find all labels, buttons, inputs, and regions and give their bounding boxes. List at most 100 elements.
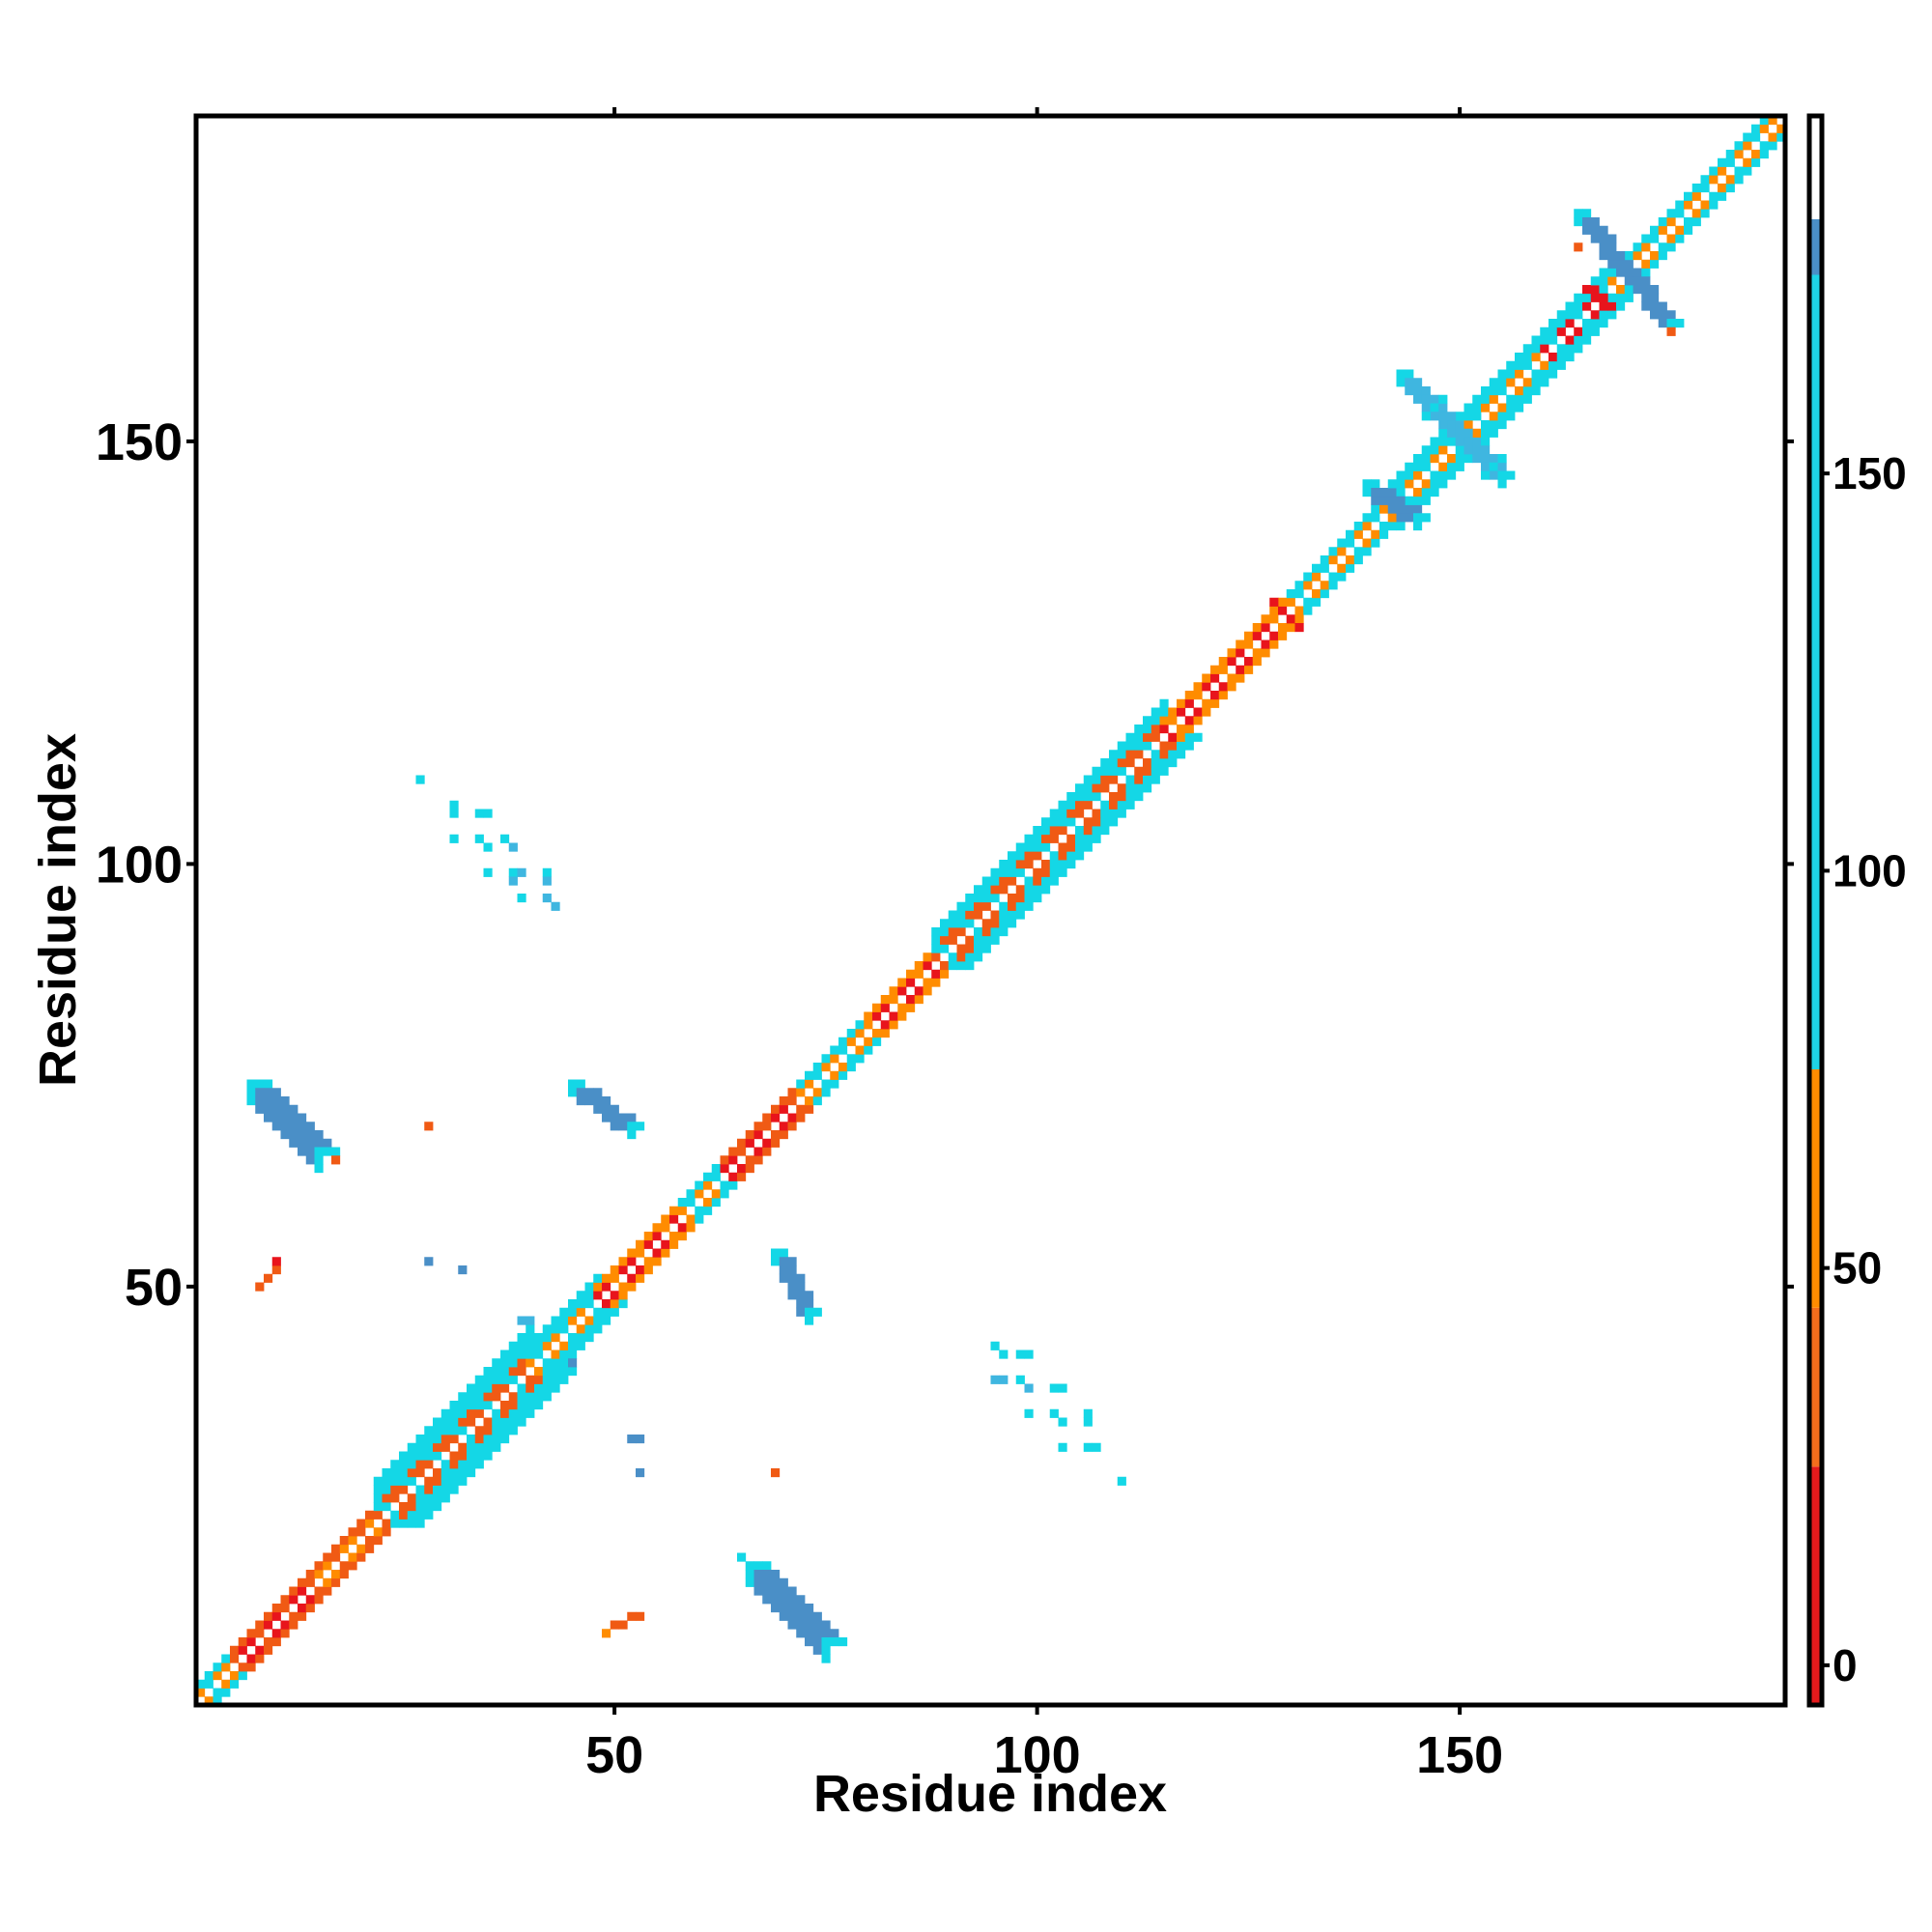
heatmap-cell: [1362, 547, 1372, 556]
heatmap-cell: [1117, 792, 1126, 802]
heatmap-cell: [661, 1214, 670, 1224]
heatmap-cell: [999, 876, 1009, 886]
heatmap-cell: [771, 1570, 781, 1579]
heatmap-cell: [1734, 166, 1744, 176]
heatmap-cell: [1294, 589, 1304, 599]
heatmap-cell: [1751, 124, 1761, 133]
heatmap-cell: [407, 1451, 416, 1461]
heatmap-cell: [280, 1104, 290, 1114]
heatmap-cell: [1015, 901, 1025, 911]
heatmap-cell: [643, 1257, 653, 1266]
heatmap-cell: [812, 1096, 822, 1106]
heatmap-cell: [449, 1485, 459, 1494]
heatmap-cell: [1489, 378, 1498, 387]
heatmap-cell: [1168, 741, 1178, 751]
heatmap-cell: [787, 1604, 797, 1613]
heatmap-cell: [1083, 826, 1093, 836]
heatmap-cell: [711, 1189, 721, 1199]
heatmap-cell: [787, 1282, 797, 1292]
heatmap-cell: [1396, 496, 1406, 505]
heatmap-cell: [1177, 707, 1186, 717]
heatmap-cell: [1015, 1375, 1025, 1384]
heatmap-cell: [1362, 479, 1372, 489]
heatmap-cell: [737, 1172, 747, 1181]
heatmap-cell: [458, 1460, 468, 1469]
y-tick-label: 50: [125, 1259, 183, 1317]
heatmap-cell: [500, 1358, 510, 1368]
colorbar-frame: [1806, 113, 1825, 1708]
heatmap-cell: [1616, 293, 1626, 302]
heatmap-cell: [737, 1138, 747, 1148]
heatmap-cell: [610, 1113, 619, 1122]
heatmap-cell: [1438, 470, 1448, 480]
heatmap-cell: [1472, 437, 1482, 446]
heatmap-cell: [483, 1417, 493, 1427]
heatmap-cell: [1413, 522, 1423, 531]
heatmap-cell: [1531, 344, 1541, 354]
heatmap-cell: [1438, 412, 1448, 421]
heatmap-cell: [1743, 157, 1752, 167]
heatmap-cell: [424, 1426, 434, 1435]
heatmap-cell: [1049, 851, 1059, 861]
heatmap-cell: [1506, 470, 1516, 480]
heatmap-cell: [1481, 420, 1491, 430]
heatmap-cell: [965, 935, 975, 945]
heatmap-cell: [1058, 1417, 1067, 1427]
heatmap-cell: [1421, 412, 1431, 421]
heatmap-cell: [1582, 335, 1592, 345]
heatmap-cell: [593, 1088, 603, 1097]
heatmap-cell: [289, 1586, 298, 1596]
heatmap-cell: [1294, 581, 1304, 590]
heatmap-cell: [1565, 319, 1575, 328]
heatmap-cell: [1328, 572, 1338, 582]
heatmap-cell: [1083, 1442, 1093, 1452]
heatmap-cell: [897, 978, 907, 987]
heatmap-cell: [331, 1147, 341, 1156]
heatmap-cell: [753, 1577, 763, 1587]
heatmap-cell: [230, 1645, 240, 1655]
heatmap-cell: [551, 1383, 560, 1393]
heatmap-cell: [1041, 842, 1051, 852]
heatmap-cell: [1387, 488, 1397, 497]
heatmap-cell: [474, 1375, 484, 1384]
heatmap-cell: [787, 1113, 797, 1122]
heatmap-cell: [872, 1003, 882, 1012]
heatmap-cell: [1650, 259, 1660, 269]
heatmap-cell: [1684, 191, 1693, 201]
heatmap-cell: [1058, 867, 1067, 877]
heatmap-cell: [1346, 563, 1355, 573]
heatmap-cell: [1033, 885, 1042, 895]
heatmap-cell: [618, 1282, 628, 1292]
heatmap-cell: [1058, 809, 1067, 818]
heatmap-cell: [981, 927, 991, 937]
heatmap-cell: [1134, 750, 1144, 759]
heatmap-cell: [559, 1316, 569, 1325]
heatmap-cell: [1193, 682, 1203, 692]
heatmap-cell: [948, 927, 957, 937]
heatmap-cell: [1346, 555, 1355, 565]
heatmap-cell: [449, 809, 459, 818]
heatmap-cell: [1582, 285, 1592, 295]
heatmap-cell: [1202, 682, 1211, 692]
heatmap-cell: [981, 935, 991, 945]
heatmap-cell: [1590, 276, 1600, 286]
heatmap-cell: [1734, 141, 1744, 151]
heatmap-cell: [508, 1392, 518, 1402]
heatmap-cell: [449, 834, 459, 843]
heatmap-cell: [1540, 335, 1549, 345]
heatmap-cell: [787, 1265, 797, 1275]
heatmap-cell: [1675, 319, 1685, 328]
heatmap-cell: [686, 1214, 696, 1224]
colorbar-tick-label: 100: [1833, 845, 1907, 895]
heatmap-cell: [517, 1358, 526, 1368]
heatmap-cell: [897, 1011, 907, 1021]
heatmap-cell: [677, 1223, 687, 1233]
heatmap-cell: [1041, 867, 1051, 877]
heatmap-cell: [1049, 1383, 1059, 1393]
heatmap-cell: [838, 1063, 848, 1072]
heatmap-cell: [1531, 353, 1541, 362]
heatmap-cell: [440, 1417, 450, 1427]
heatmap-cell: [424, 1502, 434, 1512]
heatmap-cell: [1718, 184, 1727, 193]
heatmap-cell: [1125, 800, 1135, 810]
